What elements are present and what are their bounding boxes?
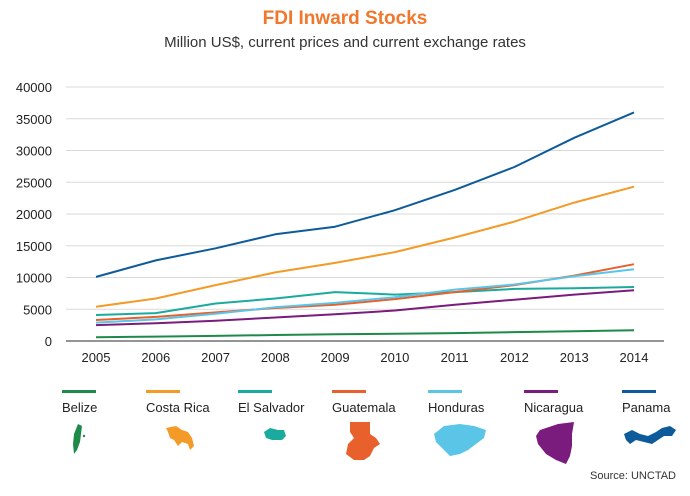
- x-tick-label: 2007: [201, 350, 230, 365]
- series-line-el-salvador: [95, 286, 635, 316]
- legend-label: Costa Rica: [146, 400, 210, 415]
- y-tick-label: 35000: [16, 112, 52, 127]
- series-line-panama: [95, 111, 635, 278]
- y-tick-label: 15000: [16, 239, 52, 254]
- legend-swatch: [62, 390, 96, 393]
- legend-label: Honduras: [428, 400, 485, 415]
- legend-label: Guatemala: [332, 400, 396, 415]
- legend-swatch: [622, 390, 656, 393]
- honduras-map-icon: [434, 424, 486, 456]
- x-tick-label: 2010: [380, 350, 409, 365]
- x-tick-label: 2008: [261, 350, 290, 365]
- chart-subtitle: Million US$, current prices and current …: [164, 34, 526, 51]
- panama-map-icon: [624, 426, 676, 444]
- legend-label: Panama: [622, 400, 671, 415]
- costa-rica-map-icon: [166, 426, 194, 450]
- chart-title: FDI Inward Stocks: [262, 8, 428, 29]
- el-salvador-map-icon: [264, 428, 286, 440]
- legend-swatch: [238, 390, 272, 393]
- belize-map-icon: [73, 424, 86, 454]
- series-line-honduras: [95, 268, 635, 324]
- y-tick-label: 0: [45, 334, 52, 349]
- legend-swatch: [332, 390, 366, 393]
- line-chart: 0 5000 10000 15000 20000 25000 30000 35000 40000…: [16, 80, 664, 365]
- x-tick-label: 2011: [441, 350, 469, 365]
- series-line-belize: [95, 329, 635, 339]
- y-tick-label: 40000: [16, 80, 52, 95]
- x-tick-label: 2013: [560, 350, 589, 365]
- y-tick-label: 25000: [16, 175, 52, 190]
- x-tick-label: 2006: [141, 350, 170, 365]
- x-tick-label: 2014: [620, 350, 649, 365]
- y-tick-label: 30000: [16, 144, 52, 159]
- x-tick-label: 2009: [321, 350, 350, 365]
- legend-label: Nicaragua: [524, 400, 584, 415]
- legend-label: Belize: [62, 400, 98, 415]
- nicaragua-map-icon: [536, 422, 574, 464]
- legend-swatch: [146, 390, 180, 393]
- legend-label: El Salvador: [238, 400, 305, 415]
- y-tick-label: 10000: [16, 271, 52, 286]
- legend-swatch: [428, 390, 462, 393]
- x-tick-label: 2005: [82, 350, 111, 365]
- y-tick-label: 5000: [23, 302, 52, 317]
- legend-swatch: [524, 390, 558, 393]
- y-tick-label: 20000: [16, 207, 52, 222]
- series-line-nicaragua: [95, 289, 635, 327]
- x-tick-label: 2012: [500, 350, 529, 365]
- guatemala-map-icon: [346, 422, 380, 460]
- source-note: Source: UNCTAD: [590, 470, 676, 482]
- series-line-costa-rica: [95, 185, 635, 308]
